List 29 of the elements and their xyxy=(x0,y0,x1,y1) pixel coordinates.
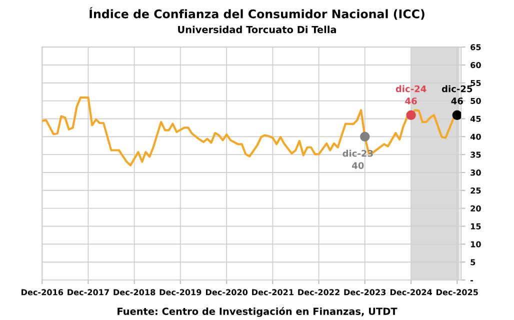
y-tick-label: 30 xyxy=(470,170,481,176)
x-tick-label: Dec-2019 xyxy=(160,289,202,296)
y-tick-label: 5 xyxy=(470,259,476,266)
x-tick-label: Dec-2022 xyxy=(298,289,340,296)
y-tick-label: 50 xyxy=(470,98,481,104)
y-tick-label: 35 xyxy=(470,152,481,158)
y-tick-label: 60 xyxy=(470,62,481,68)
y-tick-label: 65 xyxy=(470,44,481,50)
x-tick-label: Dec-2017 xyxy=(68,289,109,296)
x-tick-label: Dec-2025 xyxy=(436,289,478,296)
y-tick-label: 55 xyxy=(470,80,481,86)
chart-title: Índice de Confianza del Consumidor Nacional (ICC) xyxy=(90,7,424,20)
y-tick-label: - xyxy=(470,280,473,282)
y-tick-label: 20 xyxy=(470,205,481,212)
y-tick-label: 25 xyxy=(470,187,481,194)
data-label: dic-24 46 xyxy=(396,85,426,104)
y-tick-label: 15 xyxy=(470,223,481,230)
x-tick-label: Dec-2020 xyxy=(206,289,248,296)
source-note: Fuente: Centro de Investigación en Finanzas, UTDT xyxy=(118,307,398,317)
x-tick-label: Dec-2021 xyxy=(252,289,294,296)
x-tick-label: Dec-2023 xyxy=(344,289,386,296)
chart-subtitle: Universidad Torcuato Di Tella xyxy=(178,26,336,34)
x-tick-label: Dec-2024 xyxy=(390,289,432,296)
y-tick-label: 40 xyxy=(470,134,481,140)
data-label: dic-23 40 xyxy=(342,150,373,169)
x-tick-label: Dec-2016 xyxy=(22,289,64,296)
x-tick-label: Dec-2018 xyxy=(114,289,156,296)
y-tick-label: 45 xyxy=(470,116,481,122)
y-tick-label: 10 xyxy=(470,241,481,248)
